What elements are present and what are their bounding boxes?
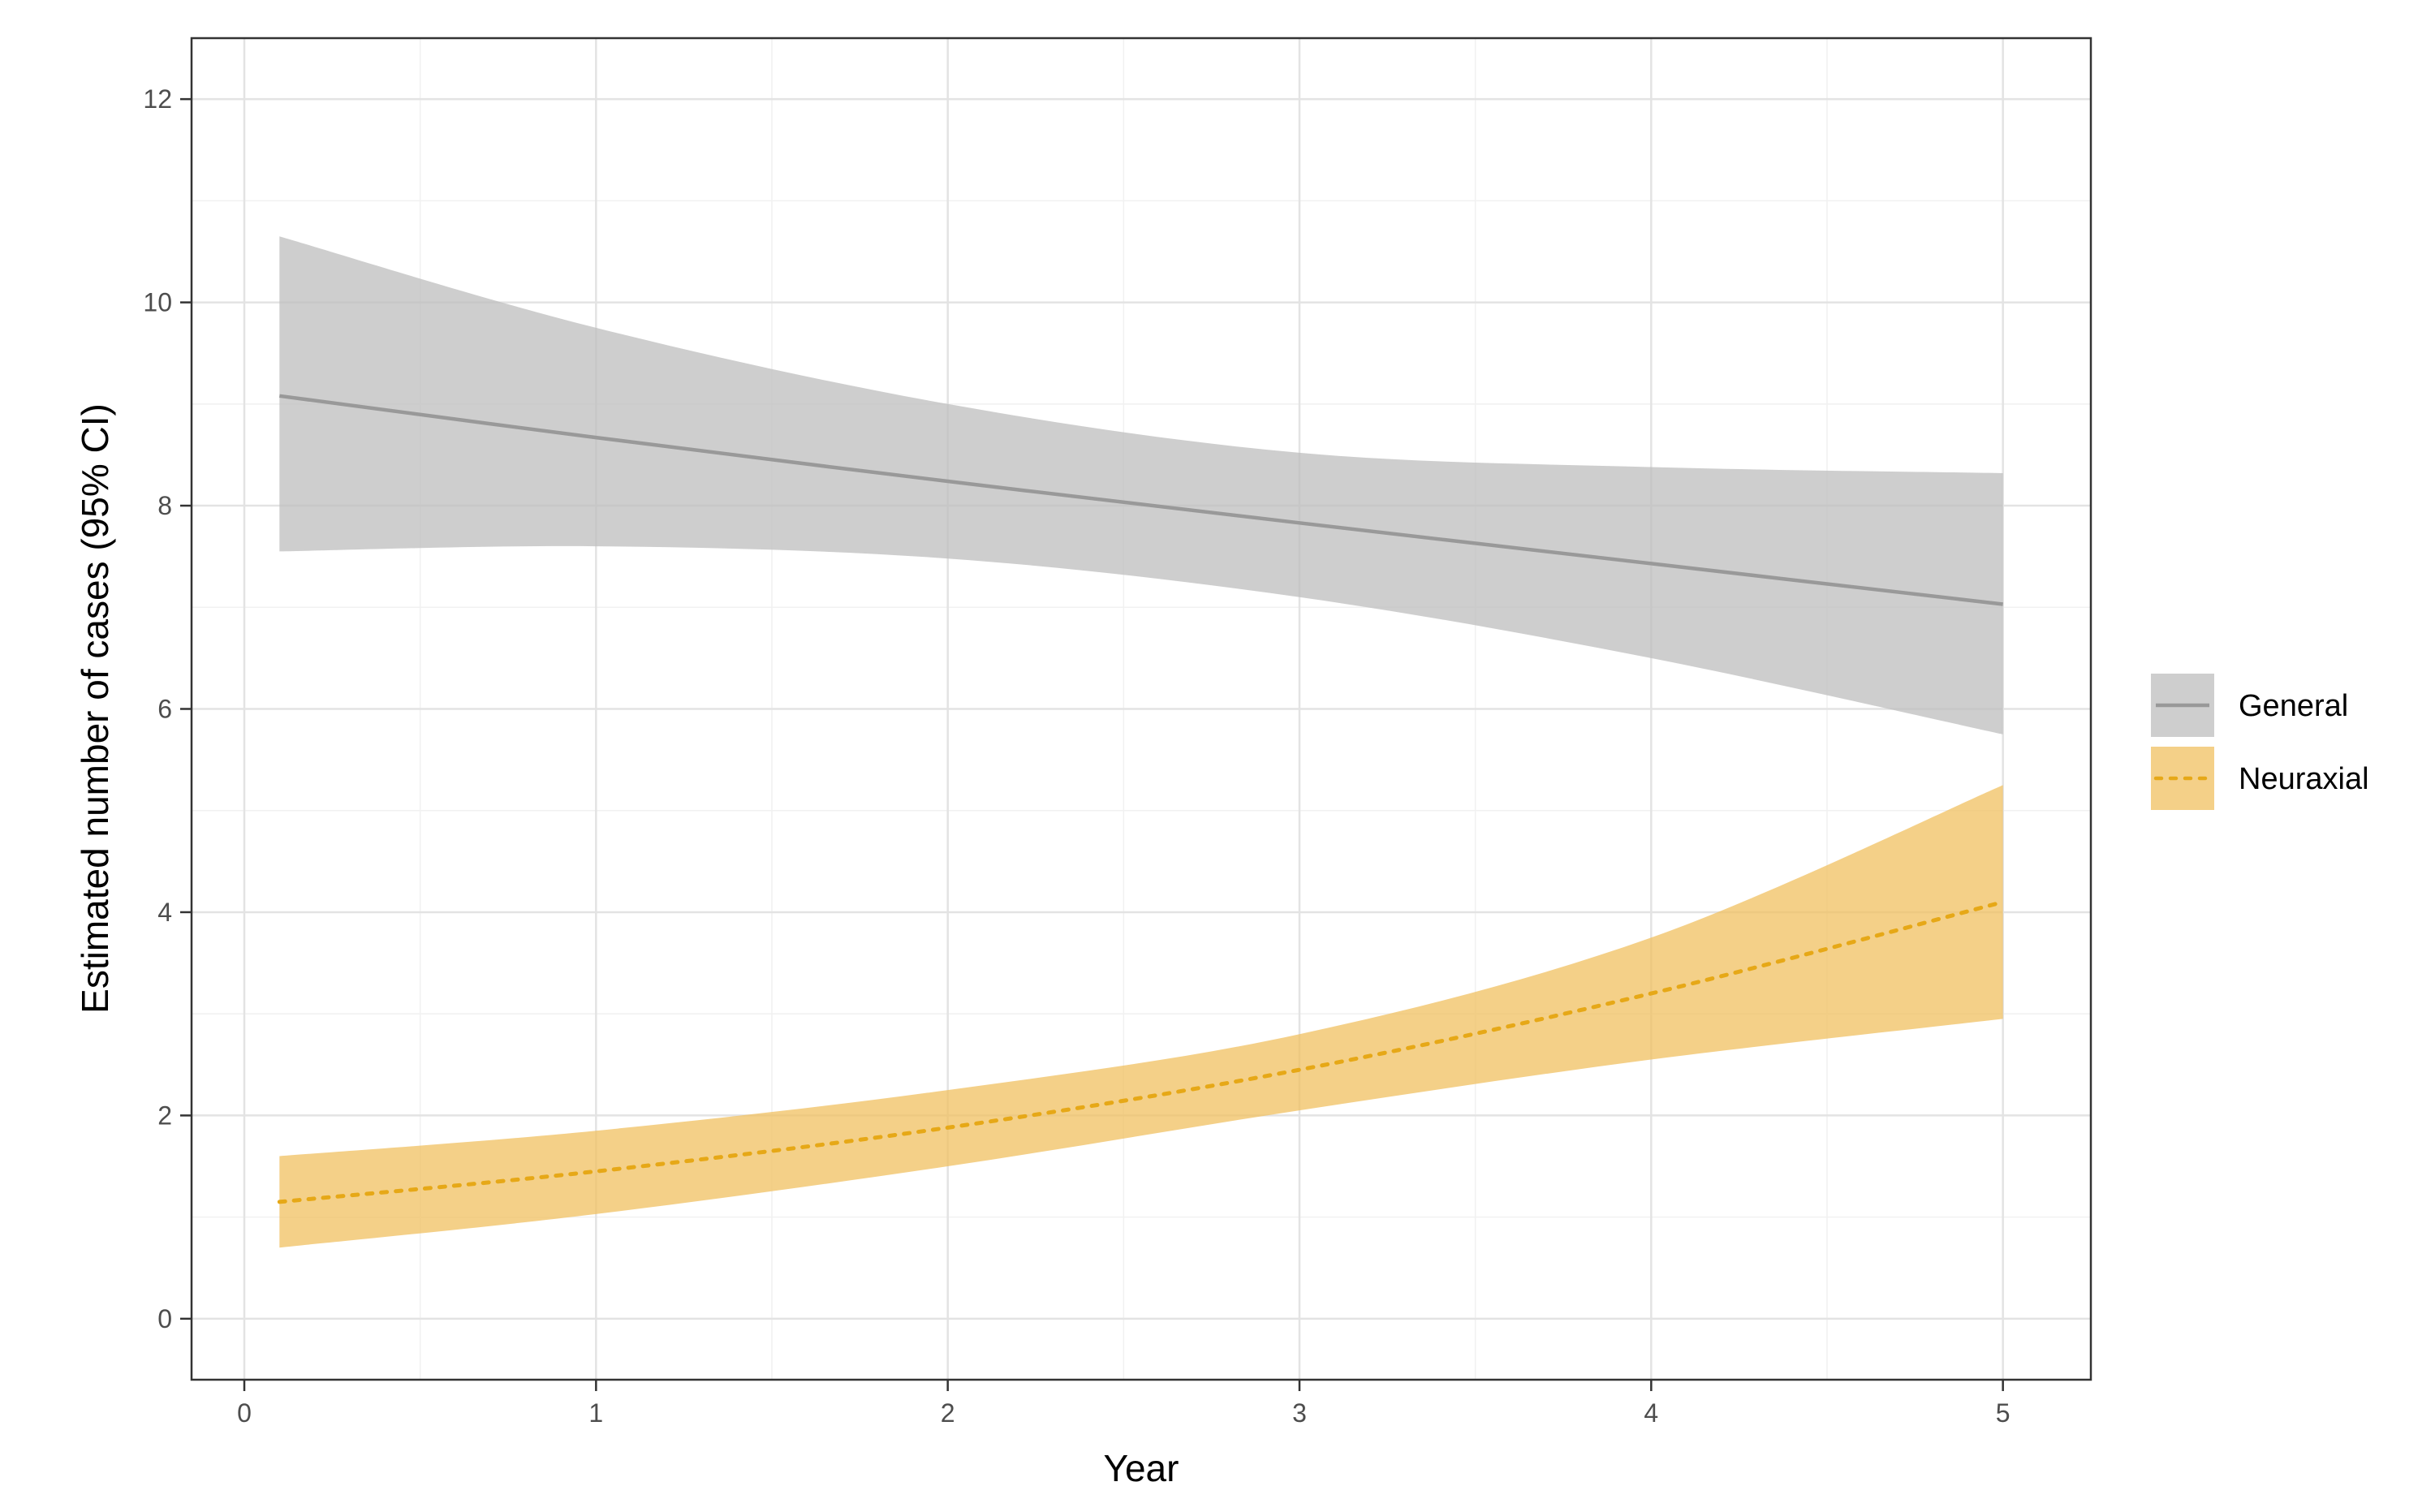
series-lines: [277, 394, 2006, 1204]
y-tick-label: 12: [143, 84, 172, 114]
x-tick-label: 2: [941, 1398, 955, 1428]
legend-label-neuraxial: Neuraxial: [2239, 762, 2369, 796]
y-axis: 0 2 4 6 8 10 12: [143, 84, 192, 1333]
x-axis-title: Year: [1104, 1447, 1179, 1489]
x-axis: 0 1 2 3 4 5: [237, 1380, 2010, 1428]
x-tick-label: 0: [237, 1398, 252, 1428]
series-line-general: [279, 394, 2003, 606]
confidence-bands: [279, 236, 2003, 1248]
confidence-band-neuraxial: [279, 785, 2003, 1248]
legend-label-general: General: [2239, 689, 2348, 723]
x-tick-label: 5: [1996, 1398, 2010, 1428]
y-tick-label: 0: [157, 1304, 172, 1333]
legend: General Neuraxial: [2151, 674, 2369, 810]
y-tick-label: 2: [157, 1101, 172, 1130]
y-tick-label: 10: [143, 288, 172, 317]
y-tick-label: 8: [157, 491, 172, 520]
y-tick-label: 6: [157, 695, 172, 724]
y-axis-title: Estimated number of cases (95% CI): [74, 403, 116, 1014]
y-tick-label: 4: [157, 898, 172, 927]
x-tick-label: 1: [588, 1398, 603, 1428]
series-line-neuraxial: [277, 899, 2006, 1204]
x-tick-label: 4: [1644, 1398, 1658, 1428]
confidence-band-general: [279, 236, 2003, 734]
x-tick-label: 3: [1292, 1398, 1307, 1428]
